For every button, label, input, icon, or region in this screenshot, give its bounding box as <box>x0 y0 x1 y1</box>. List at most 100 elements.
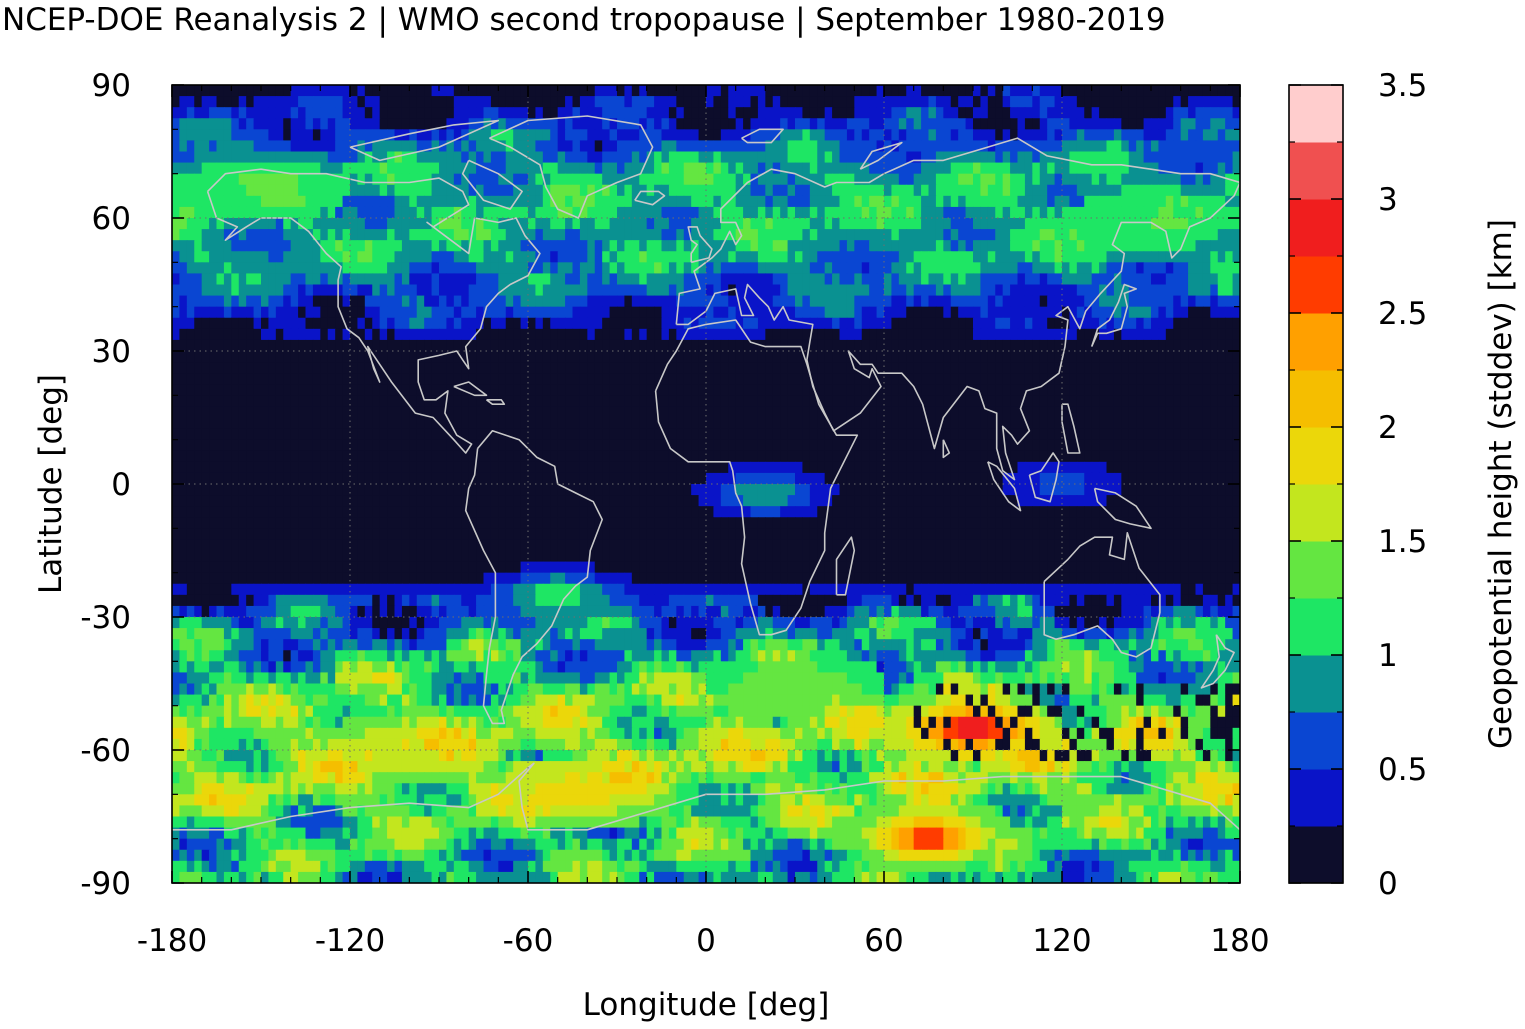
heatmap-cell <box>216 151 225 164</box>
heatmap-cell <box>364 339 373 352</box>
heatmap-cell <box>1024 251 1033 263</box>
heatmap-cell <box>416 129 425 142</box>
heatmap-cell <box>987 251 996 263</box>
heatmap-cell <box>876 129 885 142</box>
heatmap-cell <box>802 240 811 252</box>
heatmap-cell <box>216 96 225 108</box>
heatmap-cell <box>728 351 737 363</box>
heatmap-cell <box>461 195 470 208</box>
heatmap-cell <box>565 85 574 97</box>
heatmap-cell <box>1136 406 1145 419</box>
heatmap-cell <box>594 339 603 352</box>
heatmap-cell <box>869 273 878 286</box>
heatmap-cell <box>706 218 715 230</box>
heatmap-cell <box>1099 273 1108 286</box>
heatmap-cell <box>520 284 529 297</box>
heatmap-cell <box>720 184 729 197</box>
heatmap-cell <box>1062 218 1071 230</box>
heatmap-cell <box>1210 439 1219 452</box>
heatmap-cell <box>772 195 781 208</box>
heatmap-cell <box>1024 262 1033 275</box>
heatmap-cell <box>394 395 403 408</box>
heatmap-cell <box>298 151 307 164</box>
heatmap-cell <box>209 195 218 208</box>
heatmap-cell <box>661 262 670 275</box>
heatmap-cell <box>201 151 210 164</box>
heatmap-cell <box>179 262 188 275</box>
heatmap-cell <box>424 384 433 396</box>
heatmap-cell <box>1113 262 1122 275</box>
heatmap-cell <box>172 85 181 97</box>
heatmap-cell <box>987 417 996 430</box>
heatmap-cell <box>268 362 277 374</box>
heatmap-cell <box>631 85 640 97</box>
heatmap-cell <box>246 461 255 474</box>
heatmap-cell <box>379 306 388 319</box>
heatmap-cell <box>1173 218 1182 230</box>
heatmap-cell <box>194 162 203 175</box>
heatmap-cell <box>1217 328 1226 341</box>
heatmap-cell <box>1054 262 1063 275</box>
heatmap-cell <box>735 295 744 308</box>
heatmap-cell <box>1136 362 1145 374</box>
heatmap-cell <box>861 428 870 441</box>
heatmap-cell <box>824 107 833 119</box>
heatmap-cell <box>1076 240 1085 252</box>
heatmap-cell <box>958 262 967 275</box>
heatmap-cell <box>609 273 618 286</box>
heatmap-cell <box>668 184 677 197</box>
heatmap-cell <box>201 240 210 252</box>
heatmap-cell <box>780 140 789 153</box>
heatmap-cell <box>179 317 188 330</box>
heatmap-cell <box>505 184 514 197</box>
heatmap-cell <box>757 439 766 452</box>
heatmap-cell <box>1010 395 1019 408</box>
heatmap-cell <box>720 129 729 142</box>
heatmap-cell <box>1054 206 1063 219</box>
heatmap-cell <box>268 384 277 396</box>
heatmap-cell <box>216 395 225 408</box>
heatmap-cell <box>1121 96 1130 108</box>
heatmap-cell <box>253 273 262 286</box>
heatmap-cell <box>223 118 232 130</box>
heatmap-cell <box>268 395 277 408</box>
heatmap-cell <box>1076 229 1085 241</box>
heatmap-cell <box>587 384 596 396</box>
heatmap-cell <box>476 273 485 286</box>
heatmap-cell <box>950 306 959 319</box>
heatmap-cell <box>594 162 603 175</box>
heatmap-cell <box>1128 295 1137 308</box>
heatmap-cell <box>209 85 218 97</box>
heatmap-cell <box>364 428 373 441</box>
heatmap-cell <box>943 417 952 430</box>
heatmap-cell <box>542 328 551 341</box>
heatmap-cell <box>980 151 989 164</box>
heatmap-cell <box>490 284 499 297</box>
heatmap-cell <box>476 328 485 341</box>
heatmap-cell <box>1158 173 1167 186</box>
heatmap-cell <box>713 339 722 352</box>
heatmap-cell <box>1143 306 1152 319</box>
heatmap-cell <box>216 450 225 463</box>
heatmap-cell <box>772 395 781 408</box>
heatmap-cell <box>809 373 818 385</box>
heatmap-cell <box>765 428 774 441</box>
heatmap-cell <box>453 173 462 186</box>
heatmap-cell <box>824 151 833 164</box>
heatmap-cell <box>1047 251 1056 263</box>
heatmap-cell <box>1165 328 1174 341</box>
heatmap-cell <box>965 173 974 186</box>
heatmap-cell <box>535 417 544 430</box>
heatmap-cell <box>1106 284 1115 297</box>
heatmap-cell <box>973 229 982 241</box>
heatmap-cell <box>832 461 841 474</box>
heatmap-cell <box>1143 262 1152 275</box>
heatmap-cell <box>1002 317 1011 330</box>
heatmap-cell <box>787 206 796 219</box>
heatmap-cell <box>387 107 396 119</box>
heatmap-cell <box>950 229 959 241</box>
heatmap-cell <box>557 284 566 297</box>
heatmap-cell <box>350 206 359 219</box>
heatmap-cell <box>1010 406 1019 419</box>
heatmap-cell <box>535 251 544 263</box>
